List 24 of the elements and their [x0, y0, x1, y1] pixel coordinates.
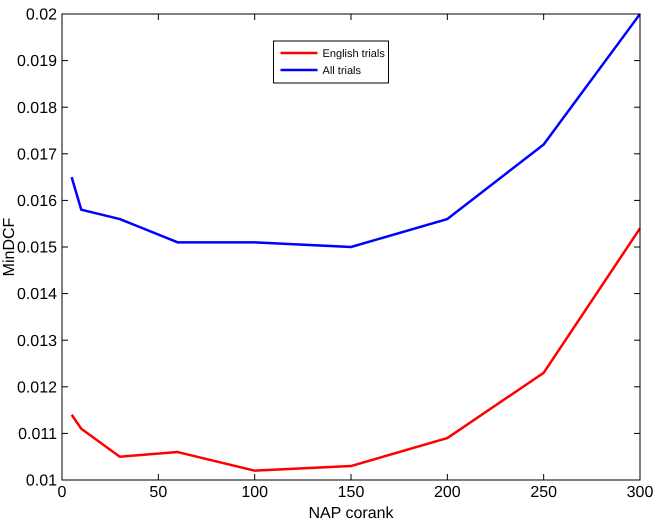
- x-tick-label: 200: [434, 484, 461, 501]
- x-tick-label: 300: [626, 484, 654, 501]
- y-tick-label: 0.011: [18, 426, 58, 443]
- y-tick-label: 0.01: [26, 472, 58, 490]
- legend-label: English trials: [322, 48, 386, 60]
- y-tick-label: 0.016: [16, 193, 58, 210]
- x-tick-label: 150: [338, 484, 364, 501]
- y-tick-label: 0.02: [26, 6, 58, 24]
- y-tick-label: 0.015: [16, 240, 58, 257]
- y-tick-label: 0.018: [16, 100, 58, 117]
- y-tick-label: 0.014: [16, 286, 58, 304]
- legend-label: All trials: [322, 64, 362, 77]
- y-tick-label: 0.012: [16, 379, 58, 396]
- y-tick-label: 0.013: [16, 332, 58, 350]
- x-tick-label: 250: [530, 484, 558, 501]
- y-tick-label: 0.017: [16, 146, 58, 164]
- line-series: [70, 12, 642, 248]
- line-series: [70, 227, 642, 472]
- x-tick-label: 50: [149, 484, 168, 501]
- x-tick-label: 0: [58, 484, 67, 501]
- x-tick-label: 100: [241, 484, 268, 501]
- y-axis-title: MinDCF: [1, 217, 18, 276]
- x-axis-title: NAP corank: [308, 505, 395, 522]
- y-tick-label: 0.019: [16, 53, 58, 70]
